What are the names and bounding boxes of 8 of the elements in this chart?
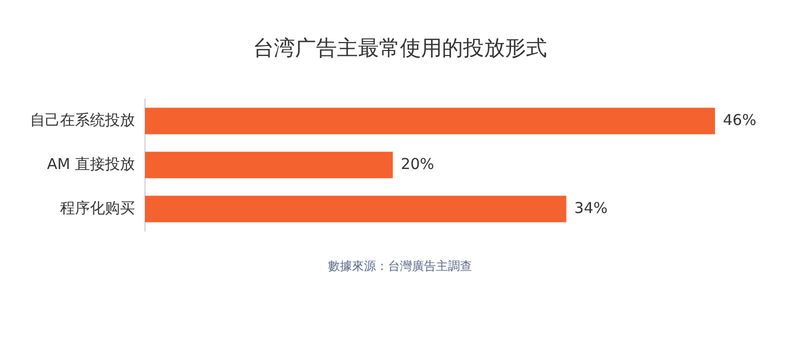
y-tick-label: 程序化购买 [60,198,135,217]
chart-title: 台湾广告主最常使用的投放形式 [252,35,548,62]
data-label: 46% [723,110,756,129]
data-label: 20% [400,154,434,173]
y-tick-label: 自己在系统投放 [30,110,135,129]
data-label: 34% [574,198,608,217]
y-tick-label: AM 直接投放 [47,154,135,173]
text: 數據來源：台灣廣告主調查 [327,258,473,275]
